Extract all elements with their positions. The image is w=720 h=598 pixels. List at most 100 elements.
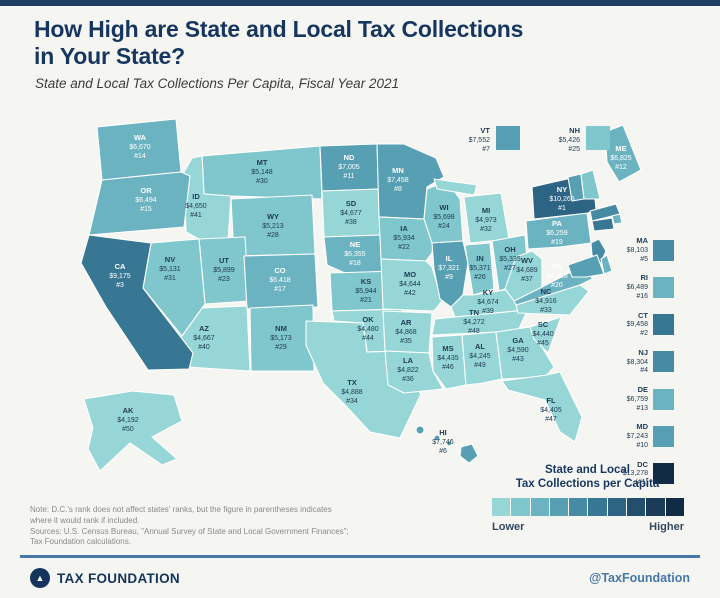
state-shape-CA xyxy=(80,234,194,371)
state-shape-WV xyxy=(504,250,543,302)
list-row-MA: MA $8,103 #5 xyxy=(592,236,674,264)
legend-swatch-4 xyxy=(549,498,569,516)
state-shape-IN xyxy=(464,242,495,296)
state-label-AR: AR $4,868 #35 xyxy=(395,318,417,345)
state-shape-LA xyxy=(384,350,444,394)
state-shape-SC xyxy=(529,316,562,354)
state-label-ID: ID $4,650 #41 xyxy=(185,192,207,219)
brand-name: TAX FOUNDATION xyxy=(57,570,180,586)
state-shape-NM xyxy=(249,304,315,372)
state-shape-NH xyxy=(580,169,601,200)
list-row-DC: DC $13,278 (#1) xyxy=(592,460,674,488)
list-label-RI: RI $6,489 #16 xyxy=(626,273,648,300)
legend-swatch-3 xyxy=(530,498,549,516)
legend-swatch-8 xyxy=(627,498,646,516)
state-label-NE: NE $6,355 #18 xyxy=(344,240,366,267)
state-label-NC: NC $4,916 #33 xyxy=(535,287,557,314)
list-swatch-DC xyxy=(653,463,674,485)
state-label-MI: MI $4,973 #32 xyxy=(475,206,497,233)
state-shape-TN xyxy=(431,308,529,336)
state-label-MT: MT $5,148 #30 xyxy=(251,158,273,185)
state-label-MO: MO $4,644 #42 xyxy=(399,270,421,297)
state-label-IN: IN $5,371 #26 xyxy=(469,254,491,281)
top-accent-bar xyxy=(0,0,720,6)
state-shape-CO xyxy=(243,253,319,310)
legend-lower-label: Lower xyxy=(492,521,525,533)
state-shape-AK xyxy=(83,390,183,472)
legend-swatch-2 xyxy=(511,498,530,516)
legend-endpoints: Lower Higher xyxy=(492,521,684,533)
state-label-SC: SC $4,440 #45 xyxy=(532,320,554,347)
state-label-AK: AK $4,192 #50 xyxy=(117,406,139,433)
state-shape-MS xyxy=(431,334,467,390)
title-line2: in Your State? xyxy=(34,43,185,70)
title-line1: How High are State and Local Tax Collect… xyxy=(34,16,524,42)
list-swatch-DE xyxy=(653,388,674,410)
state-shape-MD xyxy=(567,254,605,278)
state-shape-HI xyxy=(415,425,479,464)
list-row-NJ: NJ $8,304 #4 xyxy=(592,348,674,376)
footer: ▲ TAX FOUNDATION @TaxFoundation xyxy=(0,562,720,598)
state-shape-AL xyxy=(461,331,503,386)
state-label-LA: LA $4,822 #36 xyxy=(397,356,419,383)
footnote: Note: D.C.'s rank does not affect states… xyxy=(30,505,349,548)
list-row-MD: MD $7,243 #10 xyxy=(592,422,674,450)
legend-title-line2: Tax Collections per Capita xyxy=(515,478,660,491)
state-shape-FL xyxy=(501,371,583,443)
state-label-ME: ME $6,825 #12 xyxy=(610,144,632,171)
note-line4: Tax Foundation calculations. xyxy=(30,537,131,547)
legend-higher-label: Higher xyxy=(649,521,684,533)
callout-NH: NH $5,426 #25 xyxy=(534,126,610,154)
state-shape-DE xyxy=(600,254,613,275)
state-label-CO: CO $6,418 #17 xyxy=(269,266,291,293)
state-label-PA: PA $6,259 #19 xyxy=(546,219,568,246)
state-label-HI: HI $7,746 #6 xyxy=(432,428,454,455)
legend-swatch-5 xyxy=(569,498,588,516)
page-subtitle: State and Local Tax Collections Per Capi… xyxy=(35,76,399,91)
state-label-OK: OK $4,480 #44 xyxy=(357,315,379,342)
state-shape-TX xyxy=(305,320,422,439)
list-label-DC: DC $13,278 (#1) xyxy=(622,459,648,487)
state-label-IA: IA $5,934 #22 xyxy=(393,224,415,251)
state-label-OH: OH $5,335 #27 xyxy=(499,245,521,272)
state-label-AZ: AZ $4,667 #40 xyxy=(193,324,215,351)
state-label-UT: UT $5,899 #23 xyxy=(213,256,235,283)
list-row-CT: CT $9,458 #2 xyxy=(592,311,674,339)
state-shape-CT xyxy=(591,217,615,232)
legend-color-scale xyxy=(492,498,684,516)
list-swatch-RI xyxy=(653,276,674,298)
legend-swatch-1 xyxy=(492,498,511,516)
state-label-ND: ND $7,005 #11 xyxy=(338,153,360,180)
twitter-handle-link[interactable]: @TaxFoundation xyxy=(589,571,690,585)
state-label-WY: WY $5,213 #28 xyxy=(262,212,284,239)
state-shape-RI xyxy=(611,213,623,225)
note-line2: where it would rank if included. xyxy=(30,515,140,525)
state-shape-ME xyxy=(604,124,642,183)
legend-swatch-6 xyxy=(588,498,607,516)
callout-swatch-NH xyxy=(586,126,610,150)
state-label-NY: NY $10,266 #1 xyxy=(549,185,575,212)
note-line1: Note: D.C.'s rank does not affect states… xyxy=(30,505,332,514)
legend-swatch-9 xyxy=(646,498,665,516)
list-row-DE: DE $6,759 #13 xyxy=(592,385,674,413)
list-label-NJ: NJ $8,304 #4 xyxy=(626,347,648,375)
callout-swatch-VT xyxy=(496,126,520,150)
state-label-GA: GA $4,590 #43 xyxy=(507,336,529,363)
state-label-OR: OR $6,494 #15 xyxy=(135,186,157,213)
list-label-MA: MA $8,103 #5 xyxy=(626,236,648,263)
list-swatch-CT xyxy=(653,314,674,336)
state-label-CA: CA $9,175 #3 xyxy=(109,262,131,289)
list-swatch-MD xyxy=(653,425,674,447)
legend-title-line1: State and Local xyxy=(545,464,630,476)
page-title: How High are State and Local Tax Collect… xyxy=(34,16,523,70)
state-label-TN: TN $4,272 #48 xyxy=(463,308,485,335)
state-label-MS: MS $4,435 #46 xyxy=(437,344,459,371)
list-swatch-MA xyxy=(653,239,674,261)
state-label-IL: IL $7,321 #9 xyxy=(438,254,460,281)
state-label-MN: MN $7,458 #8 xyxy=(387,166,409,193)
tax-foundation-logo-icon: ▲ xyxy=(30,568,50,588)
legend-swatch-10 xyxy=(665,498,684,516)
state-label-WA: WA $6,670 #14 xyxy=(129,133,151,160)
state-label-KS: KS $5,944 #21 xyxy=(355,277,377,304)
